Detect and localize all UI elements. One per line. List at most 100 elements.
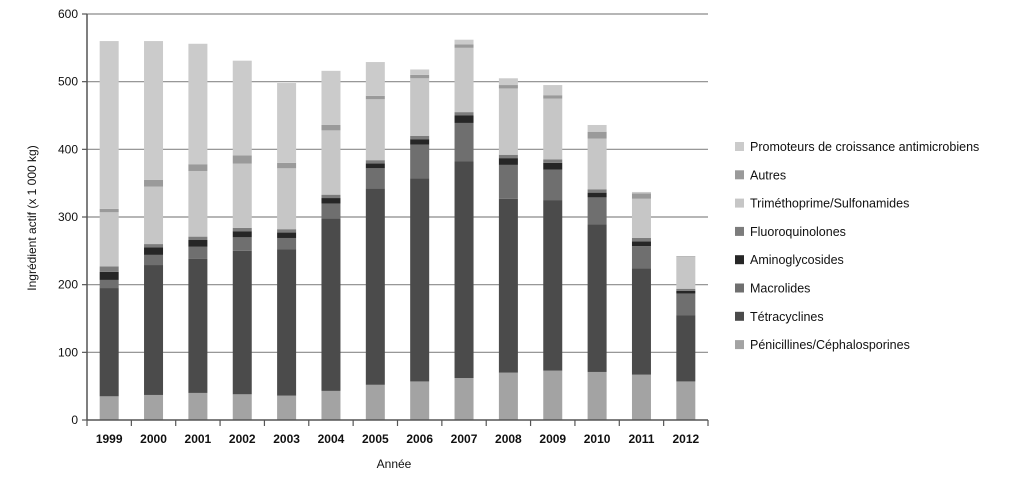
y-axis-title: Ingrédient actif (x 1 000 kg) [25, 145, 39, 290]
bar-segment-2001-7 [188, 43, 208, 165]
bar-segment-2003-3 [277, 232, 297, 238]
bar-segment-2005-2 [365, 168, 385, 189]
bar-segment-2000-6 [144, 179, 164, 187]
bar-segment-2004-3 [321, 198, 341, 204]
bars [99, 39, 696, 420]
bar-segment-2000-3 [144, 247, 164, 255]
legend-swatch-4 [735, 255, 744, 265]
bar-segment-2011-7 [631, 191, 651, 194]
y-tick-label-5: 500 [58, 75, 78, 89]
bar-segment-2008-4 [498, 154, 518, 159]
bar-segment-2004-0 [321, 390, 341, 420]
legend-label-3: Fluoroquinolones [750, 225, 846, 239]
bar-segment-1999-3 [99, 271, 119, 280]
legend-label-2: Triméthoprime/Sulfonamides [750, 197, 909, 211]
bar-segment-2003-6 [277, 162, 297, 169]
bar-segment-2004-6 [321, 124, 341, 131]
bar-segment-2000-2 [144, 254, 164, 266]
bar-segment-2009-5 [543, 98, 563, 160]
bar-segment-2001-0 [188, 392, 208, 420]
bar-segment-2002-2 [232, 237, 252, 251]
bar-segment-2011-0 [631, 374, 651, 420]
bar-segment-2012-4 [676, 288, 696, 291]
x-tick-label-2004: 2004 [318, 432, 345, 446]
bar-segment-2003-0 [277, 395, 297, 420]
bar-segment-2009-4 [543, 159, 563, 163]
legend-swatch-3 [735, 226, 744, 236]
bar-segment-2007-1 [454, 161, 474, 379]
y-tick-label-4: 400 [58, 142, 78, 156]
y-tick-labels: 0 100 200 300 400 500 600 [58, 7, 78, 427]
bar-segment-2004-1 [321, 218, 341, 391]
bar-segment-2009-7 [543, 85, 563, 96]
y-tick-label-1: 100 [58, 345, 78, 359]
legend-swatch-1 [735, 170, 744, 180]
bar-segment-2010-4 [587, 189, 607, 193]
bar-segment-2006-3 [410, 139, 430, 145]
legend-swatch-5 [735, 283, 744, 293]
legend-swatch-2 [735, 198, 744, 208]
bar-segment-2008-7 [498, 78, 518, 86]
bar-segment-2004-2 [321, 203, 341, 219]
bar-segment-2004-4 [321, 194, 341, 199]
bar-segment-2002-5 [232, 163, 252, 228]
x-tick-label-2009: 2009 [539, 432, 566, 446]
bar-segment-2000-5 [144, 186, 164, 245]
legend-label-0: Promoteurs de croissance antimicrobiens [750, 140, 979, 154]
bar-segment-2003-4 [277, 229, 297, 233]
bar-segment-2010-3 [587, 192, 607, 198]
legend-swatch-0 [735, 142, 744, 151]
bar-segment-2010-7 [587, 124, 607, 132]
bar-segment-2006-5 [410, 78, 430, 136]
bar-segment-2000-7 [144, 41, 164, 180]
legend: Promoteurs de croissance antimicrobiens A… [735, 140, 979, 352]
bar-segment-2008-2 [498, 164, 518, 199]
bar-segment-2005-0 [365, 384, 385, 420]
bar-segment-2006-2 [410, 144, 430, 179]
bar-segment-2009-1 [543, 200, 563, 371]
x-tick-label-2002: 2002 [229, 432, 256, 446]
bar-segment-2011-5 [631, 198, 651, 238]
bar-segment-2012-6 [676, 256, 696, 257]
bar-segment-2005-4 [365, 160, 385, 164]
x-tick-label-1999: 1999 [96, 432, 123, 446]
bar-segment-2001-5 [188, 170, 208, 237]
x-axis-title: Année [377, 457, 412, 471]
legend-swatch-6 [735, 311, 744, 321]
legend-label-4: Aminoglycosides [750, 253, 844, 267]
x-tick-label-2007: 2007 [451, 432, 478, 446]
bar-segment-2007-3 [454, 115, 474, 123]
x-tick-label-2012: 2012 [672, 432, 699, 446]
bar-segment-2007-6 [454, 44, 474, 48]
bar-segment-2007-5 [454, 47, 474, 113]
bar-segment-2009-6 [543, 95, 563, 99]
bar-segment-2007-7 [454, 39, 474, 45]
y-tick-label-3: 300 [58, 210, 78, 224]
x-tick-label-2008: 2008 [495, 432, 522, 446]
bar-segment-2004-5 [321, 130, 341, 195]
bar-segment-1999-1 [99, 288, 119, 397]
bar-segment-2007-4 [454, 112, 474, 116]
bar-segment-2001-2 [188, 246, 208, 259]
x-tick-label-2006: 2006 [406, 432, 433, 446]
y-tick-label-6: 600 [58, 7, 78, 21]
bar-segment-2008-1 [498, 198, 518, 373]
bar-segment-1999-6 [99, 208, 119, 213]
x-tick-label-2010: 2010 [584, 432, 611, 446]
y-tick-label-0: 0 [71, 413, 78, 427]
bar-segment-2011-6 [631, 193, 651, 199]
bar-segment-2012-0 [676, 381, 696, 420]
bar-segment-2002-0 [232, 394, 252, 420]
bar-segment-2010-2 [587, 197, 607, 225]
grid-lines [87, 13, 708, 353]
bar-segment-2003-7 [277, 83, 297, 163]
bar-segment-1999-4 [99, 266, 119, 272]
bar-segment-2005-6 [365, 95, 385, 100]
bar-segment-1999-7 [99, 41, 119, 209]
bar-segment-2003-1 [277, 249, 297, 396]
bar-segment-2003-2 [277, 237, 297, 250]
bar-segment-2009-3 [543, 162, 563, 170]
x-tick-labels: 1999 2000 2001 2002 2003 2004 2005 2006 2007 2008… [96, 432, 700, 446]
bar-segment-2001-6 [188, 164, 208, 171]
